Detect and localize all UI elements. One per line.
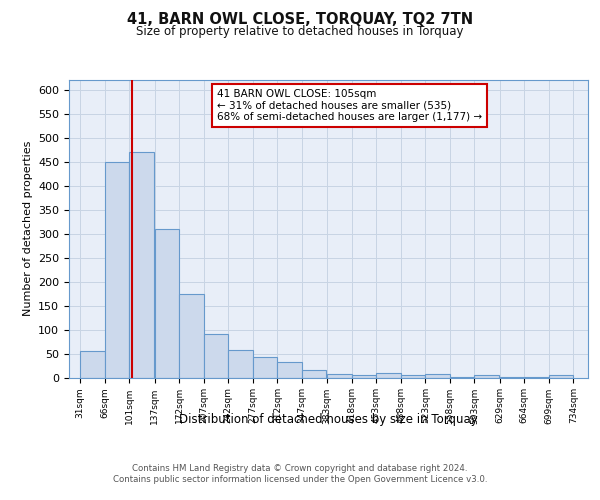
Text: Distribution of detached houses by size in Torquay: Distribution of detached houses by size … bbox=[179, 412, 478, 426]
Bar bbox=[277, 362, 302, 378]
Bar bbox=[105, 162, 130, 378]
Bar bbox=[203, 334, 228, 378]
Bar bbox=[475, 375, 499, 378]
Text: Size of property relative to detached houses in Torquay: Size of property relative to detached ho… bbox=[136, 25, 464, 38]
Bar bbox=[327, 374, 352, 378]
Bar bbox=[376, 372, 401, 378]
Bar bbox=[425, 374, 450, 378]
Bar bbox=[130, 152, 154, 378]
Text: Contains public sector information licensed under the Open Government Licence v3: Contains public sector information licen… bbox=[113, 475, 487, 484]
Bar bbox=[302, 370, 326, 378]
Text: 41 BARN OWL CLOSE: 105sqm
← 31% of detached houses are smaller (535)
68% of semi: 41 BARN OWL CLOSE: 105sqm ← 31% of detac… bbox=[217, 89, 482, 122]
Bar bbox=[450, 376, 475, 378]
Bar bbox=[401, 375, 425, 378]
Bar bbox=[549, 375, 573, 378]
Bar bbox=[179, 294, 203, 378]
Y-axis label: Number of detached properties: Number of detached properties bbox=[23, 141, 32, 316]
Bar bbox=[228, 350, 253, 378]
Bar bbox=[80, 351, 105, 378]
Bar bbox=[524, 376, 549, 378]
Bar bbox=[155, 229, 179, 378]
Bar bbox=[253, 358, 277, 378]
Text: Contains HM Land Registry data © Crown copyright and database right 2024.: Contains HM Land Registry data © Crown c… bbox=[132, 464, 468, 473]
Text: 41, BARN OWL CLOSE, TORQUAY, TQ2 7TN: 41, BARN OWL CLOSE, TORQUAY, TQ2 7TN bbox=[127, 12, 473, 28]
Bar bbox=[352, 375, 376, 378]
